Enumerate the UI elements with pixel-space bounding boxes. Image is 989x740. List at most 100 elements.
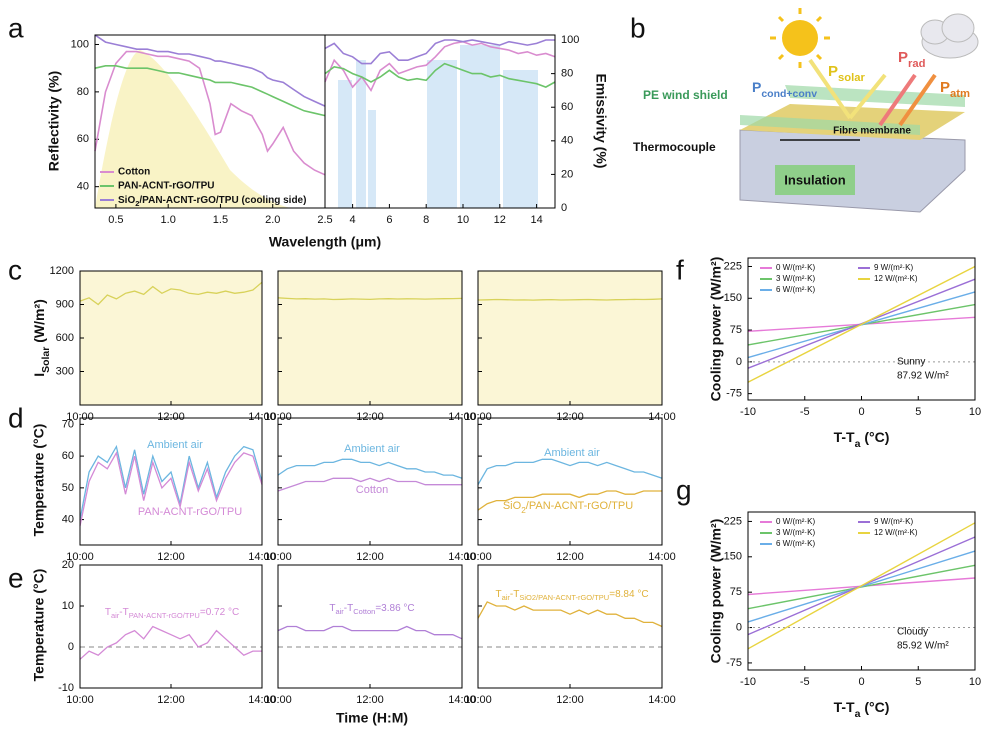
diagram-label: Insulation: [784, 172, 845, 187]
x-tick-label: 12:00: [356, 694, 384, 706]
x-axis-label: Time (H:M): [336, 710, 408, 726]
x-tick-label: 14:00: [448, 694, 476, 706]
plot-frame: [277, 417, 463, 546]
y-tick-label: 50: [62, 482, 74, 494]
text-part: rad: [908, 58, 926, 70]
x-tick-label: 6: [386, 214, 392, 226]
data-line: [477, 490, 662, 511]
data-line: [277, 477, 462, 492]
x-tick-label: 14:00: [248, 694, 276, 706]
y-tick-label: 60: [62, 450, 74, 462]
legend-label: 0 W/(m²·K): [776, 263, 815, 272]
text-part: -T: [510, 589, 519, 600]
x-tick-label: 12:00: [157, 694, 185, 706]
text-part: /PAN-ACNT-rGO/TPU (cooling side): [139, 195, 306, 206]
series-label: SiO2/PAN-ACNT-rGO/TPU: [503, 500, 633, 515]
x-tick-label: 5: [915, 406, 921, 418]
plot-frame: [79, 417, 263, 546]
legend-label: 12 W/(m²·K): [874, 528, 918, 537]
series-label: Ambient air: [147, 439, 203, 451]
x-tick-label: 0: [858, 406, 864, 418]
y-tick-label: -10: [58, 682, 74, 694]
y-tick-label: 20: [62, 559, 74, 571]
panel-label: e: [8, 562, 24, 593]
x-tick-label: 10:00: [66, 411, 94, 423]
x-tick-label: 14:00: [248, 411, 276, 423]
annotation: 87.92 W/m²: [897, 371, 949, 382]
y-tick-label: 75: [730, 324, 742, 336]
x-tick-label: 14:00: [448, 411, 476, 423]
plot-frame: [79, 564, 263, 689]
text-part: cond+conv: [761, 88, 817, 100]
text-part: P: [752, 79, 761, 95]
text-part: =8.84 °C: [609, 589, 648, 600]
y-tick-label: 0: [736, 356, 742, 368]
text-part: P: [940, 79, 950, 96]
plot-frame: [477, 564, 663, 689]
text-part: P: [898, 49, 908, 66]
x-tick-label: 12:00: [556, 411, 584, 423]
y-tick-label: -75: [726, 388, 742, 400]
text-part: PAN-ACNT-rGO/TPU: [129, 611, 200, 620]
y-tick-label: 40: [62, 514, 74, 526]
panel-label: g: [676, 474, 692, 505]
x-tick-label: 14:00: [248, 551, 276, 563]
cooling-line: [747, 265, 976, 383]
text-part: air: [335, 607, 344, 616]
plot-frame: [277, 270, 463, 406]
y-tick-label: 80: [77, 86, 89, 98]
y-axis-label: Temperature (°C): [31, 424, 47, 537]
x-tick-label: 10: [969, 406, 981, 418]
solar-spectrum-shade: [95, 50, 290, 208]
text-part: solar: [838, 72, 866, 84]
diagram-label: Pcond+conv: [752, 79, 817, 100]
y-tick-label: 0: [68, 641, 74, 653]
data-line: [79, 444, 263, 520]
series-label: Ambient air: [344, 443, 400, 455]
x-tick-label: 12:00: [157, 551, 185, 563]
data-line: [477, 458, 663, 486]
x-tick-label: 12:00: [356, 551, 384, 563]
text-part: I: [31, 373, 47, 377]
y2-axis-label: Emissivity (%): [593, 74, 609, 169]
x-tick-label: 10:00: [66, 551, 94, 563]
x-tick-label: -10: [740, 676, 756, 688]
text-part: SiO: [503, 500, 522, 512]
diagram-label: Patm: [940, 79, 970, 100]
plot-bg: [478, 271, 662, 405]
legend-label: 6 W/(m²·K): [776, 285, 815, 294]
data-line: [277, 297, 463, 301]
panel-label: b: [630, 12, 646, 43]
text-part: Cotton: [353, 607, 375, 616]
x-tick-label: 10:00: [264, 694, 292, 706]
y-tick-label: 150: [724, 292, 742, 304]
x-axis-label: Wavelength (μm): [269, 234, 381, 250]
y-tick-label: 225: [724, 515, 742, 527]
data-line: [79, 625, 262, 660]
diagram-label: Psolar: [828, 63, 866, 84]
legend-label: PAN-ACNT-rGO/TPU: [118, 181, 214, 192]
text-part: a: [855, 708, 861, 720]
panel-label: c: [8, 254, 22, 285]
text-part: =0.72 °C: [200, 607, 239, 618]
text-part: a: [855, 438, 861, 450]
y-tick-label: 1200: [50, 265, 74, 277]
y-tick-label: 40: [77, 181, 89, 193]
y-tick-label: -75: [726, 657, 742, 669]
text-part: 2: [521, 506, 526, 515]
y-axis-label: ISolar (W/m²): [31, 299, 52, 377]
x-tick-label: 10:00: [66, 694, 94, 706]
diagram-label: Prad: [898, 49, 926, 70]
text-part: (°C): [860, 429, 889, 445]
y-tick-label: 600: [56, 332, 74, 344]
sun-rays: [770, 8, 830, 68]
text-part: (W/m²): [31, 299, 47, 346]
x-tick-label: 14:00: [648, 411, 676, 423]
x-tick-label: 8: [423, 214, 429, 226]
x-axis-label: T-Ta (°C): [834, 429, 890, 450]
legend-label: 3 W/(m²·K): [776, 528, 815, 537]
diagram-label: Fibre membrane: [833, 126, 911, 137]
y-tick-label: 0: [561, 202, 567, 214]
y-tick-label: 10: [62, 600, 74, 612]
